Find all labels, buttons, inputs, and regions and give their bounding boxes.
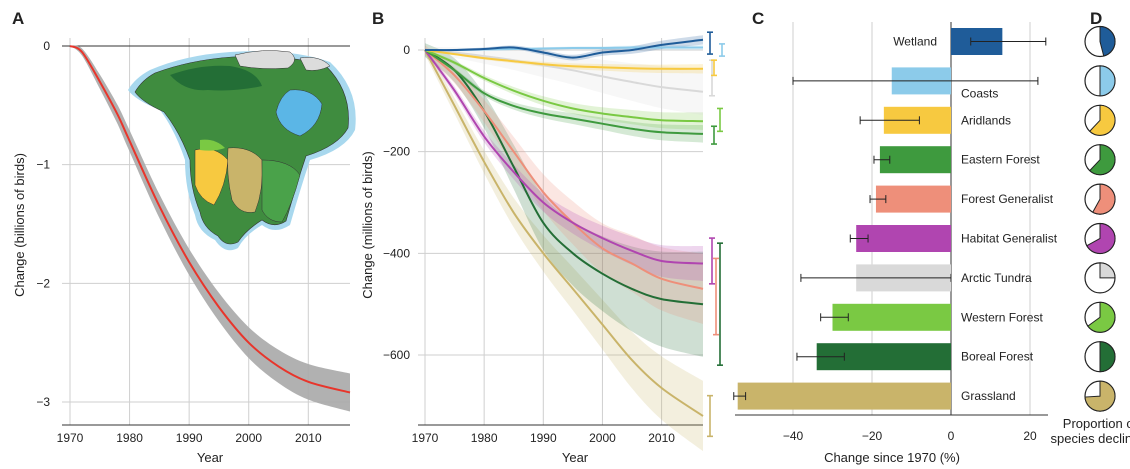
- panel-a-plot: [69, 45, 351, 412]
- panel-c-chart: Wetland Coasts Aridlands Eastern Forest Fore…: [733, 22, 1058, 465]
- panel-c-xtick: 0: [948, 429, 955, 443]
- category-label-western_forest: Western Forest: [961, 310, 1043, 324]
- category-label-coasts: Coasts: [961, 86, 998, 100]
- panel-a-xtick: 1970: [57, 431, 84, 445]
- panel-a-ytick: 0: [43, 39, 50, 53]
- pie-slice-western_forest: [1087, 301, 1116, 333]
- category-label-habitat_generalist: Habitat Generalist: [961, 232, 1058, 246]
- panel-b-band-arctic_tundra: [425, 47, 703, 116]
- panel-c-xtick: 20: [1023, 429, 1037, 443]
- panel-b-xtick: 1980: [471, 431, 498, 445]
- category-label-boreal_forest: Boreal Forest: [961, 350, 1034, 364]
- panel-a-ytick: −3: [36, 395, 50, 409]
- panel-b-line-habitat_generalist: [424, 49, 704, 265]
- panel-letter-d: D: [1090, 9, 1102, 28]
- category-label-forest_generalist: Forest Generalist: [961, 192, 1054, 206]
- pie-slice-boreal_forest: [1099, 341, 1116, 373]
- panel-b-xtick: 1970: [412, 431, 439, 445]
- panel-c-xtick: −40: [783, 429, 804, 443]
- panel-a-ylabel: Change (billions of birds): [12, 153, 27, 297]
- panel-a-ytick: −2: [36, 276, 50, 290]
- panel-c-xlabel: Change since 1970 (%): [824, 450, 960, 465]
- pie-slice-eastern_forest: [1089, 144, 1116, 176]
- panel-a-ytick: −1: [36, 158, 50, 172]
- category-label-grassland: Grassland: [961, 389, 1016, 403]
- north-america-map: [128, 50, 356, 251]
- panel-b-xtick: 2000: [589, 431, 616, 445]
- panel-d-title-line: species declining: [1050, 431, 1130, 446]
- panel-c-bars: Wetland Coasts Aridlands Eastern Forest Fore…: [733, 28, 1058, 410]
- panel-b-plot: [424, 35, 704, 452]
- bar-habitat_generalist: [856, 225, 951, 252]
- panel-b-ytick: −200: [383, 145, 410, 159]
- category-label-wetland: Wetland: [893, 35, 937, 49]
- panel-d-pies: [1084, 25, 1116, 412]
- panel-b-xlabel: Year: [562, 450, 589, 465]
- pie-slice-habitat_generalist: [1086, 222, 1116, 254]
- panel-a-xtick: 1980: [116, 431, 143, 445]
- panel-b-ylabel: Change (millions of birds): [360, 151, 375, 298]
- bar-western_forest: [832, 303, 951, 331]
- panel-d-title-line: Proportion of: [1063, 416, 1130, 431]
- pie-slice-arctic_tundra: [1099, 262, 1116, 279]
- panel-b-xtick: 2010: [648, 431, 675, 445]
- panel-b-line-grassland: [424, 49, 704, 417]
- panel-b-ytick: −400: [383, 246, 410, 260]
- pie-slice-grassland: [1084, 380, 1116, 412]
- panel-b-band-boreal_forest: [425, 43, 703, 357]
- pie-slice-forest_generalist: [1092, 183, 1116, 215]
- panel-b-ci-bars: [707, 31, 725, 438]
- panel-a-xtick: 2010: [295, 431, 322, 445]
- pie-slice-aridlands: [1089, 104, 1116, 136]
- panel-a-xtick: 2000: [235, 431, 262, 445]
- panel-a-total-line: [69, 45, 351, 394]
- panel-b-chart: 1970 1980 1990 2000 2010 0 −200 −400 −600 Year C…: [360, 31, 725, 465]
- panel-b-band-habitat_generalist: [425, 47, 703, 282]
- panel-c-xtick: −20: [862, 429, 883, 443]
- panel-b-ytick: 0: [403, 43, 410, 57]
- panel-b-line-eastern_forest: [424, 49, 704, 135]
- panel-b-line-boreal_forest: [424, 49, 704, 306]
- panel-a-confidence-band: [70, 45, 350, 412]
- category-label-arctic_tundra: Arctic Tundra: [961, 271, 1032, 285]
- panel-letter-c: C: [752, 9, 764, 28]
- bar-forest_generalist: [875, 185, 951, 213]
- panel-b-line-arctic_tundra: [424, 49, 704, 93]
- panel-b-line-western_forest: [424, 49, 704, 123]
- panel-b-band-grassland: [425, 45, 703, 452]
- panel-b-line-forest_generalist: [424, 49, 704, 290]
- panel-a-ticks: 1970 1980 1990 2000 2010 0 −1 −2 −3: [36, 39, 322, 445]
- bar-grassland: [737, 382, 951, 410]
- pie-slice-wetland: [1099, 25, 1116, 57]
- category-label-eastern_forest: Eastern Forest: [961, 153, 1040, 167]
- bar-eastern_forest: [879, 146, 951, 174]
- panel-b-line-aridlands: [424, 49, 704, 70]
- panel-b-xtick: 1990: [530, 431, 557, 445]
- panel-a-xtick: 1990: [176, 431, 203, 445]
- panel-letter-a: A: [12, 9, 24, 28]
- panel-b-band-western_forest: [425, 48, 703, 130]
- panel-a-xlabel: Year: [197, 450, 224, 465]
- panel-b-line-wetland: [424, 38, 704, 59]
- panel-b-ytick: −600: [383, 348, 410, 362]
- category-label-aridlands: Aridlands: [961, 113, 1011, 127]
- panel-b-band-forest_generalist: [425, 45, 703, 325]
- panel-a-chart: 1970 1980 1990 2000 2010 0 −1 −2 −3 Year Change …: [12, 38, 356, 465]
- panel-c-ticks: −40 −20 0 20: [783, 429, 1037, 443]
- panel-letter-b: B: [372, 9, 384, 28]
- pie-slice-coasts: [1099, 65, 1116, 97]
- panel-b-ticks: 1970 1980 1990 2000 2010 0 −200 −400 −600: [383, 43, 675, 445]
